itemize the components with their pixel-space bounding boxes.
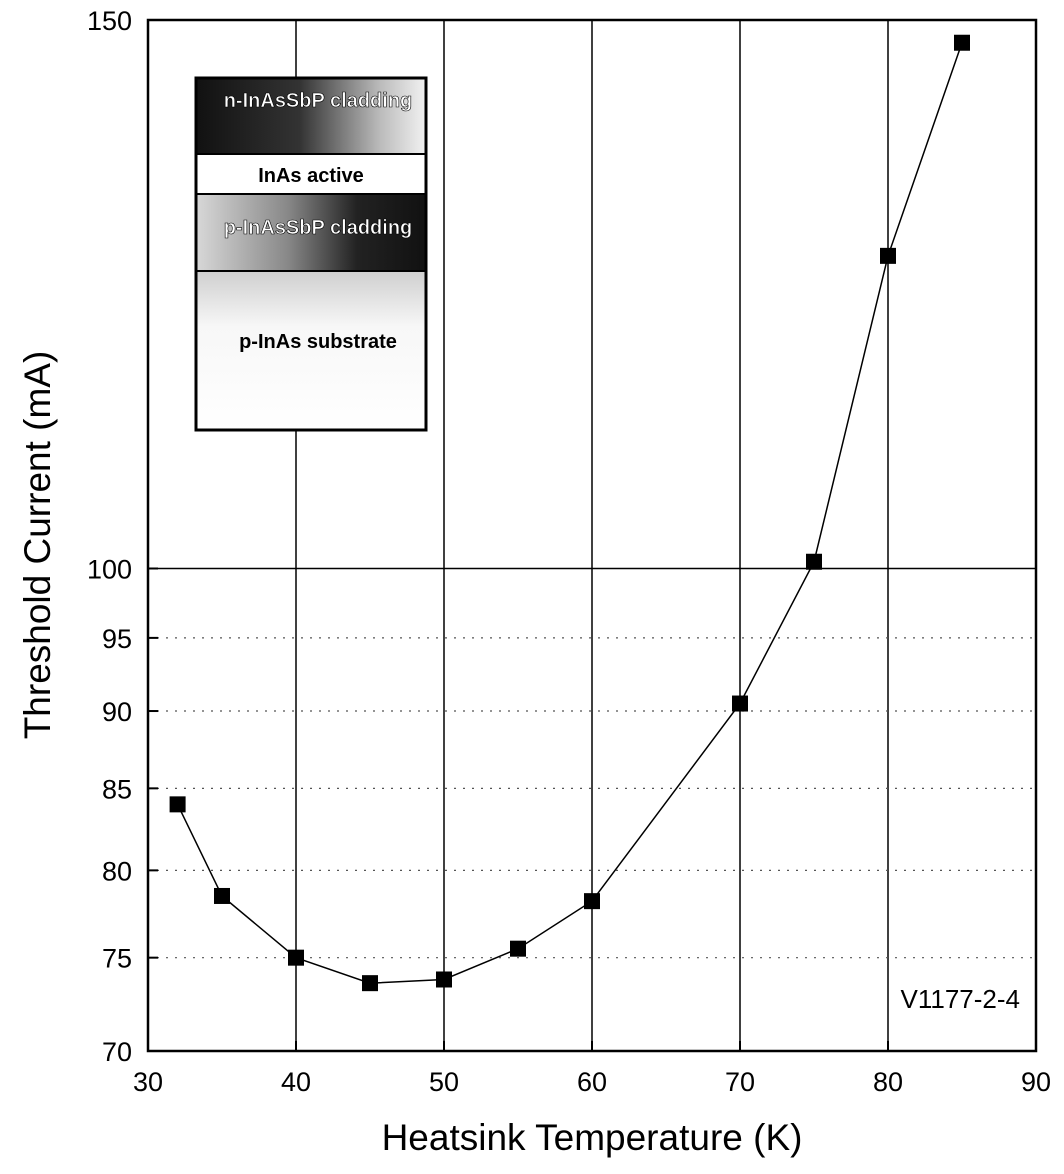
data-series — [169, 34, 970, 992]
x-axis-title: Heatsink Temperature (K) — [382, 1117, 803, 1158]
inset-label-p-cladding: p-InAsSbP cladding — [224, 217, 413, 239]
y-tick-label: 85 — [102, 774, 132, 804]
inset-layer-p-cladding — [196, 194, 426, 271]
y-tick-label: 75 — [102, 944, 132, 974]
x-tick-label: 60 — [577, 1067, 607, 1097]
y-tick-label: 150 — [87, 6, 132, 36]
inset-layer-diagram: n-InAsSbP cladding InAs active p-InAsSbP… — [194, 76, 428, 432]
x-tick-label: 30 — [133, 1067, 163, 1097]
sample-label: V1177-2-4 — [901, 984, 1021, 1014]
data-point — [880, 247, 896, 264]
y-tick-label: 90 — [102, 697, 132, 727]
inset-label-n-cladding: n-InAsSbP cladding — [224, 90, 413, 112]
data-point — [214, 887, 230, 904]
x-tick-label: 90 — [1021, 1067, 1051, 1097]
data-point — [362, 975, 378, 992]
data-point — [169, 796, 186, 813]
y-tick-label: 70 — [102, 1037, 132, 1067]
y-axis-title: Threshold Current (mA) — [17, 351, 58, 740]
data-point — [954, 34, 970, 51]
data-point — [732, 695, 748, 712]
grid — [148, 20, 1036, 1051]
x-tick-label: 70 — [725, 1067, 755, 1097]
data-point — [436, 971, 452, 988]
x-tick-label: 80 — [873, 1067, 903, 1097]
x-tick-label: 50 — [429, 1067, 459, 1097]
data-point — [584, 893, 600, 910]
y-tick-label: 80 — [102, 856, 132, 886]
data-point — [510, 940, 526, 957]
x-tick-label: 40 — [281, 1067, 311, 1097]
y-tick-label: 100 — [87, 555, 132, 585]
inset-layer-n-cladding — [196, 78, 426, 154]
inset-label-active: InAs active — [258, 165, 364, 187]
data-point — [288, 949, 304, 966]
data-point — [806, 553, 822, 570]
inset-layer-substrate — [196, 271, 426, 430]
y-tick-label: 95 — [102, 624, 132, 654]
inset-frame — [194, 76, 428, 432]
plot-frame — [146, 18, 1038, 1053]
axis-ticks: 30 40 50 60 70 80 90 70 75 80 85 90 95 100 150 — [87, 6, 1051, 1097]
inset-layer-active — [196, 154, 426, 194]
inset-label-substrate: p-InAs substrate — [239, 331, 397, 353]
